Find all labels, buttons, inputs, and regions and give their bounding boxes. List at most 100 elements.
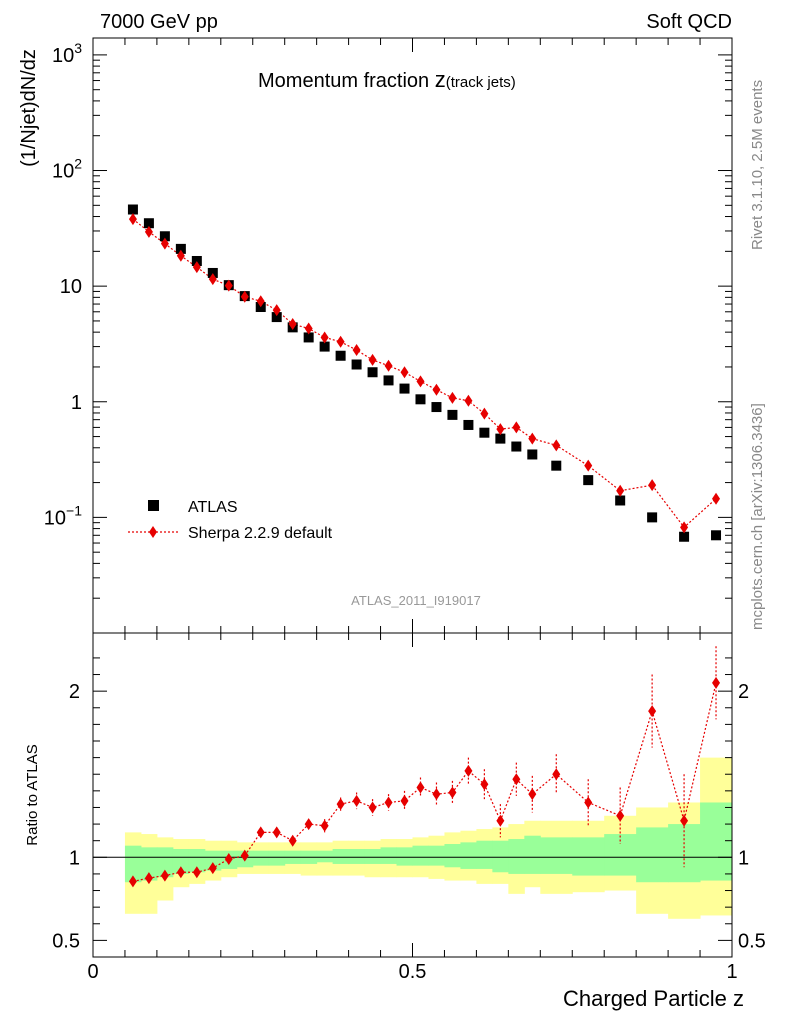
ratio-band-inner (332, 849, 350, 864)
sherpa-point (336, 335, 345, 348)
x-tick-label: 1 (726, 961, 737, 983)
ratio-band-inner (252, 850, 270, 866)
ratio-sherpa-point (448, 786, 457, 799)
ratio-band-inner (508, 839, 525, 874)
x-tick-label: 0 (87, 961, 98, 983)
ratio-band-inner (204, 850, 222, 871)
ratio-band-inner (316, 850, 334, 863)
sherpa-point (368, 353, 377, 366)
ratio-band-inner (444, 844, 461, 868)
atlas-point (479, 427, 490, 438)
sherpa-point (416, 375, 425, 388)
sherpa-point (272, 304, 281, 317)
atlas-point (431, 402, 442, 413)
ratio-sherpa-point (464, 764, 473, 777)
ratio-sherpa-point (304, 818, 313, 831)
ratio-y-tick-label-right: 1 (738, 847, 749, 869)
sherpa-point (400, 366, 409, 379)
ratio-band-inner (540, 837, 573, 874)
atlas-point (271, 312, 282, 323)
sherpa-point (144, 225, 153, 238)
ratio-band-inner (476, 840, 493, 869)
ratio-band-inner (156, 847, 174, 878)
sherpa-point (552, 439, 561, 452)
ratio-y-axis-label: Ratio to ATLAS (24, 744, 41, 845)
atlas-point (463, 419, 474, 430)
atlas-point (647, 512, 658, 523)
ratio-band-inner (188, 849, 206, 873)
analysis-id: ATLAS_2011_I919017 (351, 593, 481, 608)
ratio-band-inner (348, 849, 366, 864)
ratio-band-inner (524, 835, 541, 874)
sherpa-point (448, 391, 457, 404)
ratio-band-inner (172, 849, 190, 874)
main-y-tick-label: 1 (71, 392, 82, 414)
sherpa-point (128, 213, 137, 226)
ratio-sherpa-point (272, 826, 281, 839)
atlas-point (495, 433, 506, 444)
ratio-band-inner (572, 837, 605, 876)
ratio-band-inner (412, 845, 429, 866)
ratio-band-inner (124, 845, 142, 883)
atlas-point (127, 204, 138, 215)
ratio-y-tick-label: 0.5 (52, 930, 80, 952)
sherpa-point (512, 421, 521, 434)
ratio-y-tick-label-right: 2 (738, 681, 749, 703)
ratio-sherpa-point (616, 809, 625, 822)
ratio-band-inner (700, 802, 733, 881)
main-y-tick-label: 10 (60, 276, 82, 298)
atlas-point (511, 441, 522, 452)
atlas-point (191, 255, 202, 266)
source-label: mcplots.cern.ch [arXiv:1306.3436] (749, 403, 766, 630)
atlas-point (335, 350, 346, 361)
sherpa-point (160, 237, 169, 250)
legend-sherpa-marker (149, 526, 157, 538)
ratio-y-tick-label: 1 (69, 847, 80, 869)
ratio-band-inner (380, 847, 398, 864)
sherpa-point (192, 261, 201, 274)
atlas-point (303, 332, 314, 343)
atlas-point (159, 231, 170, 242)
legend-atlas-label: ATLAS (188, 499, 238, 516)
sherpa-point (648, 479, 657, 492)
ratio-sherpa-point (208, 862, 217, 875)
x-tick-label: 0.5 (399, 961, 427, 983)
sherpa-point (384, 359, 393, 372)
ratio-sherpa-point (480, 778, 489, 791)
sherpa-point (288, 318, 297, 331)
atlas-point (551, 460, 562, 471)
ratio-y-tick-label-right: 0.5 (738, 930, 766, 952)
ratio-sherpa-point (416, 781, 425, 794)
main-y-tick-label: 10−1 (44, 502, 82, 529)
atlas-point (383, 375, 394, 386)
main-y-axis-label: (1/Njet)dN/dz (18, 49, 40, 167)
ratio-sherpa-point (712, 676, 721, 689)
atlas-point (351, 359, 362, 370)
sherpa-point (256, 295, 265, 308)
main-y-tick-label: 102 (52, 156, 82, 183)
sherpa-point (584, 459, 593, 472)
atlas-point (679, 531, 690, 542)
ratio-sherpa-point (256, 826, 265, 839)
ratio-band-inner (396, 847, 413, 866)
ratio-sherpa-point (512, 773, 521, 786)
ratio-sherpa-point (336, 798, 345, 811)
sherpa-point (480, 407, 489, 420)
sherpa-point (224, 279, 233, 292)
ratio-band-inner (636, 827, 669, 883)
sherpa-point (304, 322, 313, 335)
sherpa-point (616, 484, 625, 497)
ratio-sherpa-point (288, 834, 297, 847)
sherpa-point (464, 394, 473, 407)
ratio-sherpa-point (160, 869, 169, 882)
plot-title-main: Momentum fraction (258, 70, 435, 92)
x-axis-label: Charged Particle z (563, 986, 744, 1011)
sherpa-point (208, 273, 217, 286)
ratio-sherpa-point (584, 796, 593, 809)
ratio-band-inner (492, 840, 509, 873)
sherpa-point (320, 331, 329, 344)
ratio-sherpa-point (176, 866, 185, 879)
legend-atlas-marker (148, 500, 159, 511)
